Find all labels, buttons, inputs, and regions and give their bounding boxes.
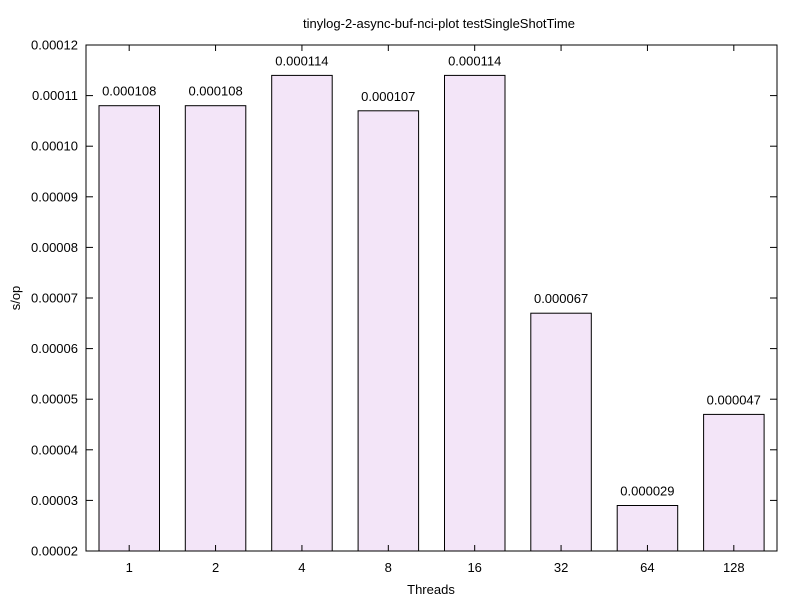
x-tick-label-128: 128: [723, 560, 745, 575]
bar-16: [444, 74, 506, 552]
x-axis-label: Threads: [407, 582, 455, 597]
y-tick-label: 0.00004: [31, 442, 78, 457]
data-label-4: 0.000114: [275, 53, 328, 68]
y-tick-label: 0.00005: [31, 392, 78, 407]
y-tick-label: 0.00011: [32, 88, 78, 103]
y-tick-label: 0.00007: [31, 291, 78, 306]
bar-1: [98, 105, 160, 552]
y-tick-label: 0.00003: [31, 493, 78, 508]
data-label-2: 0.000108: [188, 84, 242, 99]
x-tick-label-1: 1: [126, 560, 133, 575]
plot-frame: [85, 44, 778, 552]
y-tick-label: 0.00012: [31, 38, 78, 53]
x-tick-label-16: 16: [467, 560, 481, 575]
bar-4: [271, 74, 333, 552]
data-label-1: 0.000108: [102, 84, 156, 99]
x-tick-label-32: 32: [554, 560, 568, 575]
y-axis-label: s/op: [8, 286, 23, 311]
bar-64: [616, 505, 679, 552]
y-axis-ticks: 0.00002 0.00003 0.00004 0.00005 0.00006 0.000…: [31, 38, 777, 559]
y-tick-label: 0.00010: [31, 139, 78, 154]
data-label-16: 0.000114: [448, 53, 501, 68]
y-tick-label: 0.00006: [31, 341, 78, 356]
x-tick-label-64: 64: [640, 560, 654, 575]
chart-title: tinylog-2-async-buf-nci-plot testSingleS…: [303, 16, 575, 31]
bar-128: [703, 413, 765, 552]
bar-8: [357, 110, 420, 552]
bar-2: [184, 105, 247, 552]
data-label-32: 0.000067: [534, 291, 588, 306]
y-tick-label: 0.00009: [31, 189, 78, 204]
x-axis-ticks: 1 2 4 8 16 32 64 128: [126, 45, 745, 575]
x-tick-label-8: 8: [385, 560, 392, 575]
y-tick-label: 0.00008: [31, 240, 78, 255]
data-label-128: 0.000047: [707, 392, 761, 407]
y-tick-label: 0.00002: [31, 544, 78, 559]
x-tick-label-4: 4: [298, 560, 305, 575]
x-tick-label-2: 2: [212, 560, 219, 575]
data-label-8: 0.000107: [361, 89, 415, 104]
bar-32: [530, 312, 592, 552]
data-label-64: 0.000029: [620, 484, 674, 499]
bars-group: 0.000108 0.000108 0.000114 0.000107 0.000114…: [98, 53, 765, 552]
